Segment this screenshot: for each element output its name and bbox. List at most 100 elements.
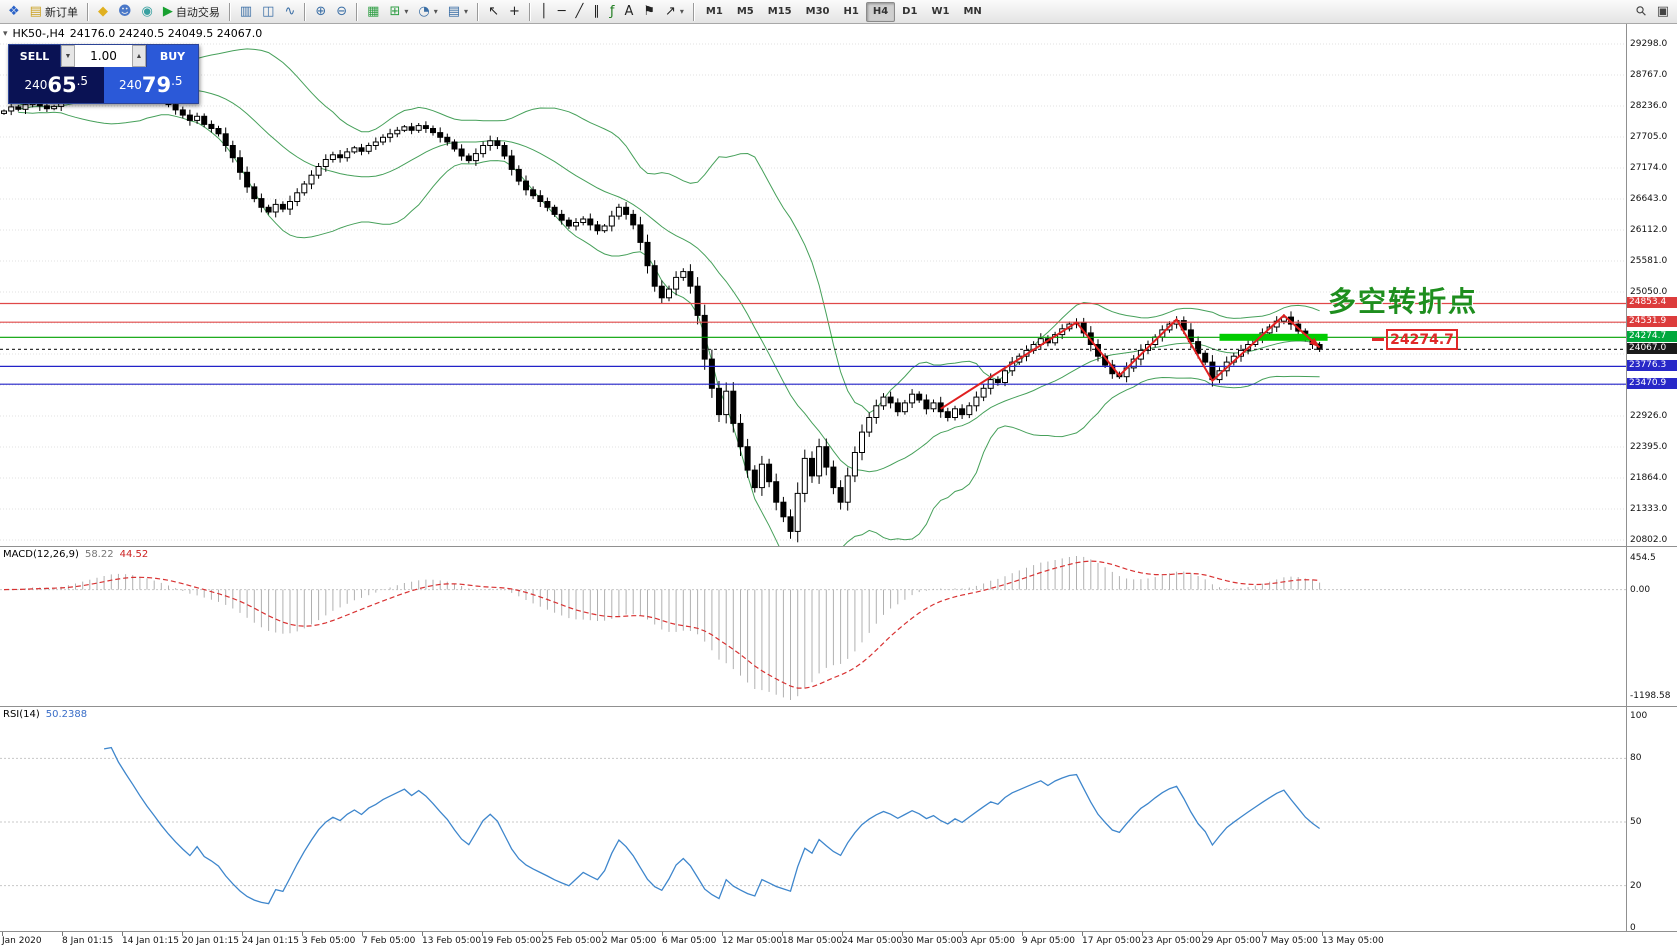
price-axis[interactable] bbox=[1627, 24, 1677, 932]
vertical-line-button[interactable]: │ bbox=[535, 2, 553, 22]
rsi-name: RSI(14) bbox=[3, 709, 40, 720]
toolbar-separator bbox=[304, 2, 307, 21]
panel-separators bbox=[0, 24, 1677, 932]
search-icon[interactable]: ⚲ bbox=[1632, 2, 1652, 22]
symbol-info: ▾ HK50-,H4 24176.0 24240.5 24049.5 24067… bbox=[3, 27, 262, 40]
favorites-icon[interactable]: ◆ bbox=[93, 2, 113, 22]
rsi-panel bbox=[0, 746, 1626, 905]
lot-size-input[interactable] bbox=[75, 45, 132, 67]
sell-price[interactable]: 240 65.5 bbox=[9, 67, 104, 103]
turning-point-annotation: 多空转折点 bbox=[1328, 285, 1479, 318]
shapes-button[interactable]: ↗ ▾ bbox=[660, 2, 689, 22]
toolbar: ❖ ▤ 新订单 ◆ ☻ ◉ ▶ 自动交易 ▥ ◫ ∿ ⊕ ⊖ ▦ ⊞ ▾ ◔ ▾ ▤ ▾ ↖ + │ ─ ╱ ∥ ƒ A ⚑ ↗ ▾ M1 M5… bbox=[0, 0, 1677, 24]
text-button[interactable]: A bbox=[619, 2, 638, 22]
toolbar-separator bbox=[228, 2, 231, 21]
zoom-out-button-glyph: ⊖ bbox=[336, 4, 348, 19]
tf-mn-button[interactable]: MN bbox=[956, 2, 988, 22]
vertical-line-button-glyph: │ bbox=[539, 4, 548, 19]
macd-signal-value: 44.52 bbox=[119, 549, 149, 560]
autotrade-button-label: 自动交易 bbox=[175, 5, 220, 19]
sell-button[interactable]: SELL bbox=[9, 45, 61, 67]
cursor-button[interactable]: ↖ bbox=[483, 2, 504, 22]
tf-m1-button[interactable]: M1 bbox=[699, 2, 730, 22]
text-button-glyph: A bbox=[624, 4, 634, 19]
new-window-icon-glyph: ▣ bbox=[1656, 4, 1669, 19]
price-gridlines bbox=[0, 43, 1626, 541]
time-axis[interactable] bbox=[0, 932, 1677, 948]
cursor-button-glyph: ↖ bbox=[488, 4, 499, 19]
chart-candles-icon-glyph: ◫ bbox=[262, 4, 275, 19]
new-chart-button[interactable]: ❖ bbox=[3, 2, 25, 22]
support-zone-bar bbox=[1219, 333, 1328, 341]
chart-candles-icon[interactable]: ◫ bbox=[257, 2, 279, 22]
indicators-button[interactable]: ⊞ ▾ bbox=[384, 2, 413, 22]
templates-button[interactable]: ▤ ▾ bbox=[443, 2, 473, 22]
market-icon[interactable]: ◉ bbox=[137, 2, 158, 22]
new-order-button-label: 新订单 bbox=[44, 5, 78, 19]
tf-h1-button[interactable]: H1 bbox=[837, 2, 866, 22]
rsi-value: 50.2388 bbox=[45, 709, 88, 720]
profile-icon-glyph: ☻ bbox=[117, 4, 132, 19]
fibonacci-button[interactable]: ƒ bbox=[605, 2, 620, 22]
dropdown-arrow-icon: ▾ bbox=[433, 7, 438, 16]
buy-button[interactable]: BUY bbox=[146, 45, 198, 67]
new-chart-button-glyph: ❖ bbox=[8, 4, 20, 19]
shapes-button-glyph: ↗ bbox=[665, 4, 676, 19]
candles-layer bbox=[1, 63, 1323, 543]
macd-panel bbox=[0, 556, 1626, 700]
chart-line-icon[interactable]: ∿ bbox=[279, 2, 300, 22]
zoom-out-button[interactable]: ⊖ bbox=[331, 2, 352, 22]
grid-button[interactable]: ▦ bbox=[362, 2, 384, 22]
price-level-box: 24274.7 bbox=[1386, 329, 1458, 350]
crosshair-button[interactable]: + bbox=[504, 2, 525, 22]
tf-w1-button[interactable]: W1 bbox=[924, 2, 956, 22]
tf-h4-button[interactable]: H4 bbox=[865, 1, 896, 22]
tf-m15-button[interactable]: M15 bbox=[761, 2, 799, 22]
label-button-glyph: ⚑ bbox=[643, 4, 655, 19]
zoom-in-button-glyph: ⊕ bbox=[315, 4, 327, 19]
macd-main-value: 58.22 bbox=[84, 549, 114, 560]
fibonacci-button-glyph: ƒ bbox=[609, 4, 615, 19]
periods-button[interactable]: ◔ ▾ bbox=[413, 2, 442, 22]
grid-button-glyph: ▦ bbox=[367, 4, 380, 19]
chart-bars-icon[interactable]: ▥ bbox=[235, 2, 257, 22]
autotrade-button[interactable]: ▶ 自动交易 bbox=[158, 2, 225, 22]
zoom-in-button[interactable]: ⊕ bbox=[310, 2, 331, 22]
label-button[interactable]: ⚑ bbox=[638, 2, 660, 22]
horizontal-line-button[interactable]: ─ bbox=[553, 2, 571, 22]
symbol-ohlc: 24176.0 24240.5 24049.5 24067.0 bbox=[69, 27, 263, 40]
price-box-pointer bbox=[1372, 338, 1384, 341]
horizontal-line-button-glyph: ─ bbox=[557, 4, 566, 19]
search-icon-glyph: ⚲ bbox=[1633, 2, 1651, 21]
symbol-name: HK50-,H4 bbox=[12, 27, 65, 40]
macd-name: MACD(12,26,9) bbox=[3, 549, 79, 560]
new-window-icon[interactable]: ▣ bbox=[1652, 2, 1674, 22]
chart-line-icon-glyph: ∿ bbox=[284, 4, 296, 19]
tf-m30-button[interactable]: M30 bbox=[799, 2, 837, 22]
channel-button-glyph: ∥ bbox=[593, 4, 600, 19]
trendline-button[interactable]: ╱ bbox=[571, 2, 589, 22]
new-order-button-glyph: ▤ bbox=[29, 4, 42, 19]
lot-decrease-button[interactable]: ▼ bbox=[61, 45, 75, 67]
profile-icon[interactable]: ☻ bbox=[113, 2, 137, 22]
one-click-collapse-icon[interactable]: ▾ bbox=[3, 28, 8, 39]
channel-button[interactable]: ∥ bbox=[588, 2, 605, 22]
lot-size-field: ▼ ▲ bbox=[61, 45, 146, 67]
toolbar-separator bbox=[356, 2, 359, 21]
lot-increase-button[interactable]: ▲ bbox=[132, 45, 146, 67]
buy-price[interactable]: 240 79.5 bbox=[103, 67, 198, 103]
crosshair-button-glyph: + bbox=[508, 4, 520, 19]
rsi-indicator-label: RSI(14) 50.2388 bbox=[3, 709, 87, 720]
tf-m5-button[interactable]: M5 bbox=[730, 2, 761, 22]
indicators-button-glyph: ⊞ bbox=[389, 4, 401, 19]
new-order-button[interactable]: ▤ 新订单 bbox=[25, 2, 83, 22]
trendline-button-glyph: ╱ bbox=[575, 4, 584, 19]
autotrade-button-glyph: ▶ bbox=[162, 4, 173, 19]
templates-button-glyph: ▤ bbox=[447, 4, 461, 19]
toolbar-separator bbox=[528, 2, 531, 21]
toolbar-separator bbox=[477, 2, 480, 21]
tf-d1-button[interactable]: D1 bbox=[895, 2, 924, 22]
